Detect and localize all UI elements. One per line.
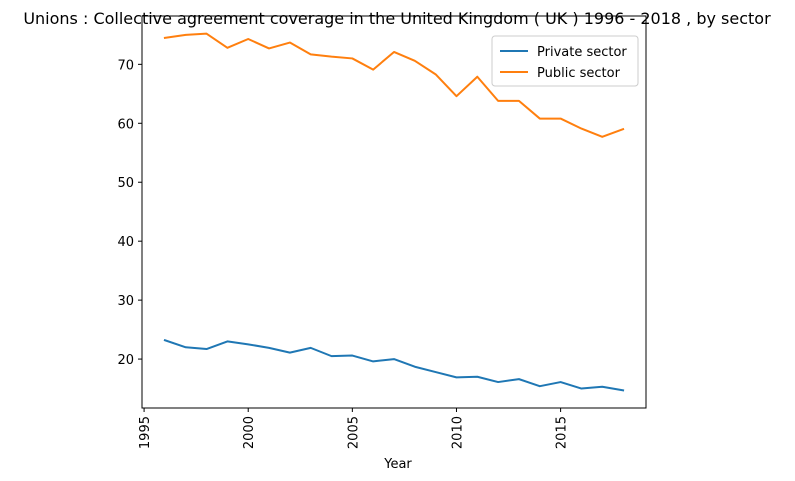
x-tick-label: 2005 (346, 416, 361, 449)
y-tick-label: 70 (117, 58, 134, 73)
legend-label-public-sector: Public sector (537, 66, 621, 81)
legend-box (491, 35, 639, 87)
x-tick-label: 1995 (138, 416, 153, 449)
legend-label-private-sector: Private sector (537, 45, 627, 60)
x-tick-label: 2000 (242, 416, 257, 449)
y-tick-label: 40 (117, 235, 134, 250)
x-tick-label: 2015 (555, 416, 570, 449)
series-layer (163, 32, 625, 392)
series-line-public-sector (163, 32, 625, 138)
series-line-private-sector (163, 338, 625, 392)
y-tick-label: 30 (117, 294, 134, 309)
x-axis: 1995 2000 2005 2010 2015 (138, 408, 570, 449)
y-tick-label: 20 (117, 353, 134, 368)
plot-frame (141, 15, 647, 409)
x-axis-label: Year (383, 457, 412, 472)
x-tick-label: 2010 (450, 416, 465, 449)
y-tick-label: 50 (117, 176, 134, 191)
y-axis: 20 30 40 50 60 70 (117, 58, 142, 368)
y-tick-label: 60 (117, 117, 134, 132)
legend: Private sector Public sector (491, 35, 639, 87)
chart-title: Unions : Collective agreement coverage i… (23, 9, 771, 28)
